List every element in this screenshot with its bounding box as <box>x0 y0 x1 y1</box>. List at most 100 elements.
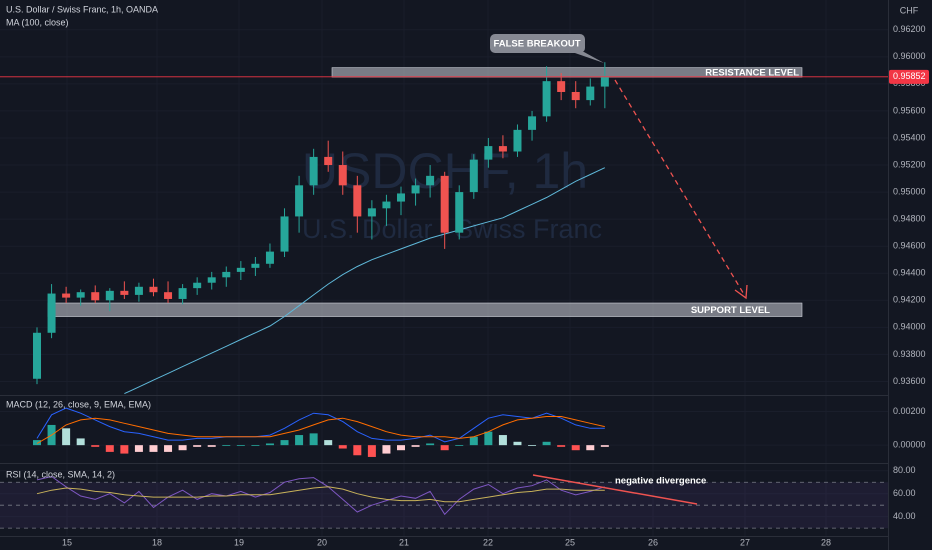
macd-histogram-bar <box>134 445 143 452</box>
rsi-legend: RSI (14, close, SMA, 14, 2) <box>6 469 115 479</box>
candle-body <box>382 201 391 209</box>
line-series <box>36 407 605 443</box>
last-price-tag <box>889 69 929 84</box>
macd-histogram-bar <box>324 440 333 446</box>
candle-body <box>120 290 129 295</box>
candle-body <box>557 81 566 92</box>
candle-body <box>484 146 493 160</box>
callout-box <box>490 34 585 53</box>
candle-body <box>265 251 274 264</box>
y-tick-label: 0.94800 <box>893 214 926 224</box>
macd-histogram-bar <box>62 428 71 446</box>
y-tick-label: 0.96200 <box>893 24 926 34</box>
macd-histogram-bar <box>455 445 464 446</box>
candle-body <box>33 332 41 379</box>
candle-body <box>397 193 405 202</box>
macd-histogram-bar <box>164 445 173 452</box>
candle-body <box>251 263 260 268</box>
y-tick-label: 0.00200 <box>893 406 926 416</box>
y-tick-label: 0.93600 <box>893 376 926 386</box>
last-price-label: 0.95852 <box>893 71 926 81</box>
macd-histogram-bar <box>222 445 231 446</box>
currency-label: CHF <box>900 5 919 15</box>
candle-body <box>338 165 347 186</box>
candle-body <box>178 288 187 299</box>
plot: 151819202122252627280.962000.960000.9580… <box>0 24 929 547</box>
y-tick-label: 0.96000 <box>893 51 926 61</box>
price-zone <box>47 302 803 317</box>
x-tick-label: 19 <box>234 537 244 547</box>
candle-body <box>571 91 580 101</box>
candle-body <box>309 156 318 186</box>
line-series <box>36 416 605 444</box>
y-tick-label: 0.00000 <box>893 440 926 450</box>
macd-histogram-bar <box>498 435 507 446</box>
candle-body <box>586 86 595 101</box>
y-tick-label: 0.93800 <box>893 349 926 359</box>
macd-histogram-bar <box>382 445 391 454</box>
y-tick-label: 0.95400 <box>893 132 926 142</box>
y-tick-label: 0.95200 <box>893 159 926 169</box>
x-tick-label: 28 <box>821 537 831 547</box>
candle-body <box>149 286 158 293</box>
candle-body <box>426 175 435 186</box>
macd-histogram-bar <box>207 445 216 447</box>
x-tick-label: 22 <box>483 537 493 547</box>
macd-histogram-bar <box>411 445 420 447</box>
x-tick-label: 21 <box>399 537 409 547</box>
line-series <box>36 486 605 503</box>
macd-histogram-bar <box>120 445 129 454</box>
callout-text: FALSE BREAKOUT <box>493 39 580 50</box>
x-tick-label: 27 <box>740 537 750 547</box>
candle-body <box>76 292 85 298</box>
x-tick-label: 15 <box>62 537 72 547</box>
candle-body <box>91 292 100 301</box>
macd-histogram-bar <box>557 445 566 447</box>
macd-histogram-bar <box>295 435 304 446</box>
y-tick-label: 80.00 <box>893 465 916 475</box>
line-series <box>36 475 605 516</box>
macd-histogram-bar <box>91 445 100 447</box>
divergence-text: negative divergence <box>615 476 706 487</box>
macd-histogram-bar <box>586 445 595 451</box>
y-tick-label: 0.94200 <box>893 295 926 305</box>
macd-histogram-bar <box>236 445 245 446</box>
candle-body <box>62 293 71 298</box>
candle-body <box>207 277 216 283</box>
macd-histogram-bar <box>426 443 435 446</box>
y-tick-label: 0.95600 <box>893 105 926 115</box>
candle-body <box>134 286 143 295</box>
macd-histogram-bar <box>440 445 449 451</box>
candle-body <box>222 271 231 278</box>
y-tick-label: 60.00 <box>893 488 916 498</box>
macd-histogram-bar <box>513 441 522 446</box>
candle-body <box>513 129 522 152</box>
candle-body <box>367 208 376 217</box>
candle-body <box>353 185 362 217</box>
macd-histogram-bar <box>280 440 289 446</box>
macd-histogram-bar <box>76 438 85 446</box>
zone-label: RESISTANCE LEVEL <box>705 67 799 78</box>
candle-body <box>324 156 333 166</box>
candle-body <box>193 282 202 289</box>
y-tick-label: 0.94400 <box>893 268 926 278</box>
macd-histogram-bar <box>600 445 609 447</box>
macd-histogram-bar <box>309 433 318 446</box>
macd-histogram-bar <box>367 445 376 457</box>
watermark-subtitle: U.S. Dollar / Swiss Franc <box>302 214 602 244</box>
zone-label: SUPPORT LEVEL <box>691 305 770 316</box>
projection-arrow <box>614 79 746 297</box>
candle-body <box>236 267 245 272</box>
candle-body <box>455 192 464 233</box>
candle-body <box>600 77 609 87</box>
y-tick-label: 0.94000 <box>893 322 926 332</box>
macd-histogram-bar <box>33 440 41 446</box>
ma-legend: MA (100, close) <box>6 17 69 27</box>
symbol-title: U.S. Dollar / Swiss Franc, 1h, OANDA <box>6 4 158 14</box>
x-tick-label: 18 <box>152 537 162 547</box>
macd-histogram-bar <box>251 445 260 446</box>
x-tick-label: 26 <box>648 537 658 547</box>
candle-body <box>498 146 507 152</box>
macd-histogram-bar <box>105 445 114 452</box>
